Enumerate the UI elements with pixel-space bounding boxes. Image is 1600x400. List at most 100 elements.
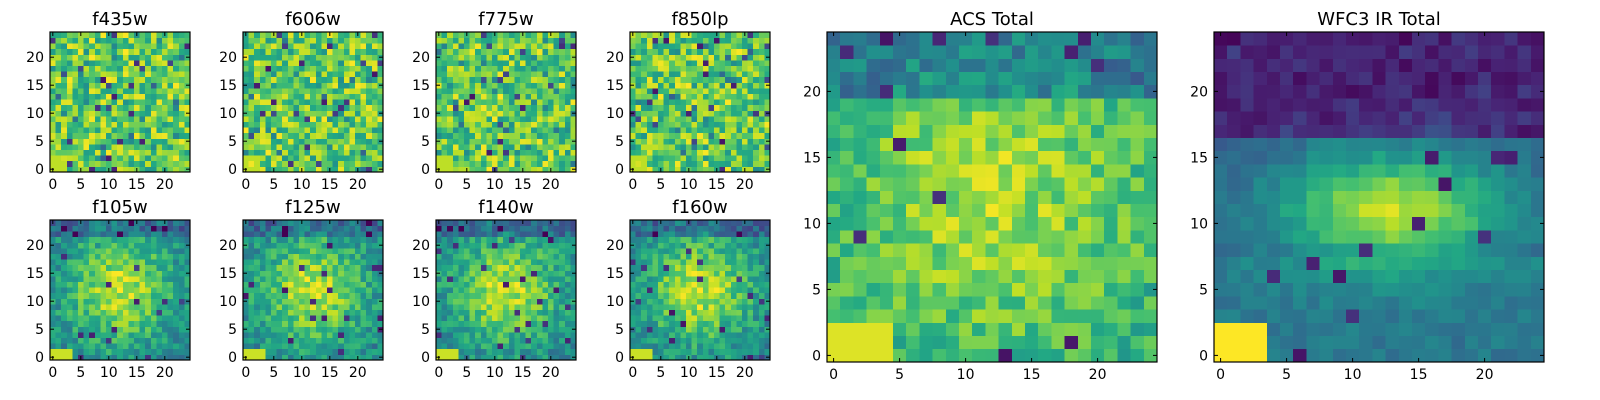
heatmap-cell <box>338 332 345 338</box>
heatmap-cell <box>321 60 328 66</box>
heatmap-cell <box>630 155 636 162</box>
heatmap-cell <box>287 281 294 288</box>
heatmap-cell <box>458 71 465 78</box>
heatmap-cell <box>162 116 168 122</box>
heatmap-cell <box>708 43 715 50</box>
heatmap-cell <box>480 32 487 38</box>
heatmap-cell <box>304 82 311 89</box>
heatmap-cell <box>111 298 118 305</box>
heatmap-cell <box>503 270 510 277</box>
heatmap-cell <box>139 315 146 322</box>
heatmap-cell <box>167 309 174 316</box>
heatmap-cell <box>514 304 521 310</box>
heatmap-cell <box>310 138 317 145</box>
heatmap-cell <box>469 121 476 128</box>
heatmap-cell <box>167 298 174 305</box>
heatmap-cell <box>327 259 333 266</box>
heatmap-cell <box>630 276 636 282</box>
heatmap-cell <box>287 287 294 294</box>
heatmap-cell <box>122 259 129 266</box>
heatmap-cell <box>248 121 255 128</box>
heatmap-cell <box>61 248 68 254</box>
heatmap-cell <box>531 231 538 238</box>
heatmap-cell <box>299 116 305 122</box>
heatmap-cell <box>542 144 549 150</box>
heatmap-cell <box>548 54 554 61</box>
heatmap-cell <box>55 132 62 139</box>
heatmap-cell <box>276 32 283 38</box>
heatmap-cell <box>173 348 180 355</box>
heatmap-cell <box>658 292 664 299</box>
heatmap-cell <box>475 65 482 72</box>
heatmap-cell <box>94 71 101 78</box>
heatmap-cell <box>287 315 294 322</box>
heatmap-cell <box>162 270 168 277</box>
heatmap-cell <box>89 99 96 106</box>
heatmap-cell <box>548 225 554 232</box>
heatmap-cell <box>343 110 350 117</box>
heatmap-cell <box>276 37 283 44</box>
heatmap-cell <box>89 104 96 111</box>
heatmap-cell <box>72 132 79 139</box>
heatmap-cell <box>719 71 726 78</box>
heatmap-cell <box>525 104 532 111</box>
heatmap-cell <box>480 99 487 106</box>
heatmap-cell <box>658 99 664 106</box>
heatmap-cell <box>686 149 692 156</box>
heatmap-cell <box>635 127 642 134</box>
heatmap-cell <box>338 54 345 61</box>
y-tick-label: 10 <box>412 294 430 310</box>
heatmap-cell <box>134 48 140 55</box>
heatmap-cell <box>525 110 532 117</box>
heatmap-cell <box>145 320 152 327</box>
heatmap-cell <box>276 292 283 299</box>
heatmap-cell <box>61 253 68 260</box>
heatmap-cell <box>486 231 493 238</box>
heatmap-cell <box>525 76 532 83</box>
panel-title: f160w <box>672 197 727 218</box>
heatmap-cell <box>652 354 659 361</box>
heatmap-cell <box>635 354 642 361</box>
heatmap-cell <box>730 65 737 72</box>
heatmap-cell <box>276 138 283 145</box>
heatmap-cell <box>304 264 311 271</box>
heatmap-cell <box>122 236 129 243</box>
heatmap-cell <box>248 160 255 167</box>
heatmap-cell <box>66 132 73 139</box>
heatmap-cell <box>173 155 180 162</box>
heatmap-cell <box>89 144 96 150</box>
heatmap-cell <box>156 326 163 333</box>
heatmap-cell <box>570 309 577 316</box>
heatmap-cell <box>128 155 135 162</box>
heatmap-cell <box>570 32 577 38</box>
heatmap-cell <box>691 144 698 150</box>
heatmap-cell <box>553 332 560 338</box>
heatmap-cell <box>139 121 146 128</box>
heatmap-cell <box>366 132 373 139</box>
heatmap-cell <box>559 298 566 305</box>
heatmap-cell <box>100 32 107 38</box>
heatmap-cell <box>332 76 339 83</box>
heatmap-cell <box>464 242 470 249</box>
heatmap-cell <box>287 225 294 232</box>
heatmap-cell <box>725 309 732 316</box>
heatmap-cell <box>646 348 653 355</box>
heatmap-cell <box>691 54 698 61</box>
heatmap-cell <box>321 104 328 111</box>
heatmap-cell <box>184 160 191 167</box>
heatmap-cell <box>736 166 743 173</box>
heatmap-cell <box>106 343 112 350</box>
heatmap-cell <box>293 270 300 277</box>
heatmap-cell <box>259 149 266 156</box>
heatmap-cell <box>371 309 378 316</box>
heatmap-cell <box>447 354 454 361</box>
heatmap-cell <box>343 99 350 106</box>
heatmap-cell <box>663 315 670 322</box>
heatmap-cell <box>156 132 163 139</box>
heatmap-cell <box>271 343 277 350</box>
heatmap-cell <box>173 60 180 66</box>
heatmap-cell <box>360 43 367 50</box>
heatmap-cell <box>61 242 68 249</box>
heatmap-cell <box>360 93 367 100</box>
